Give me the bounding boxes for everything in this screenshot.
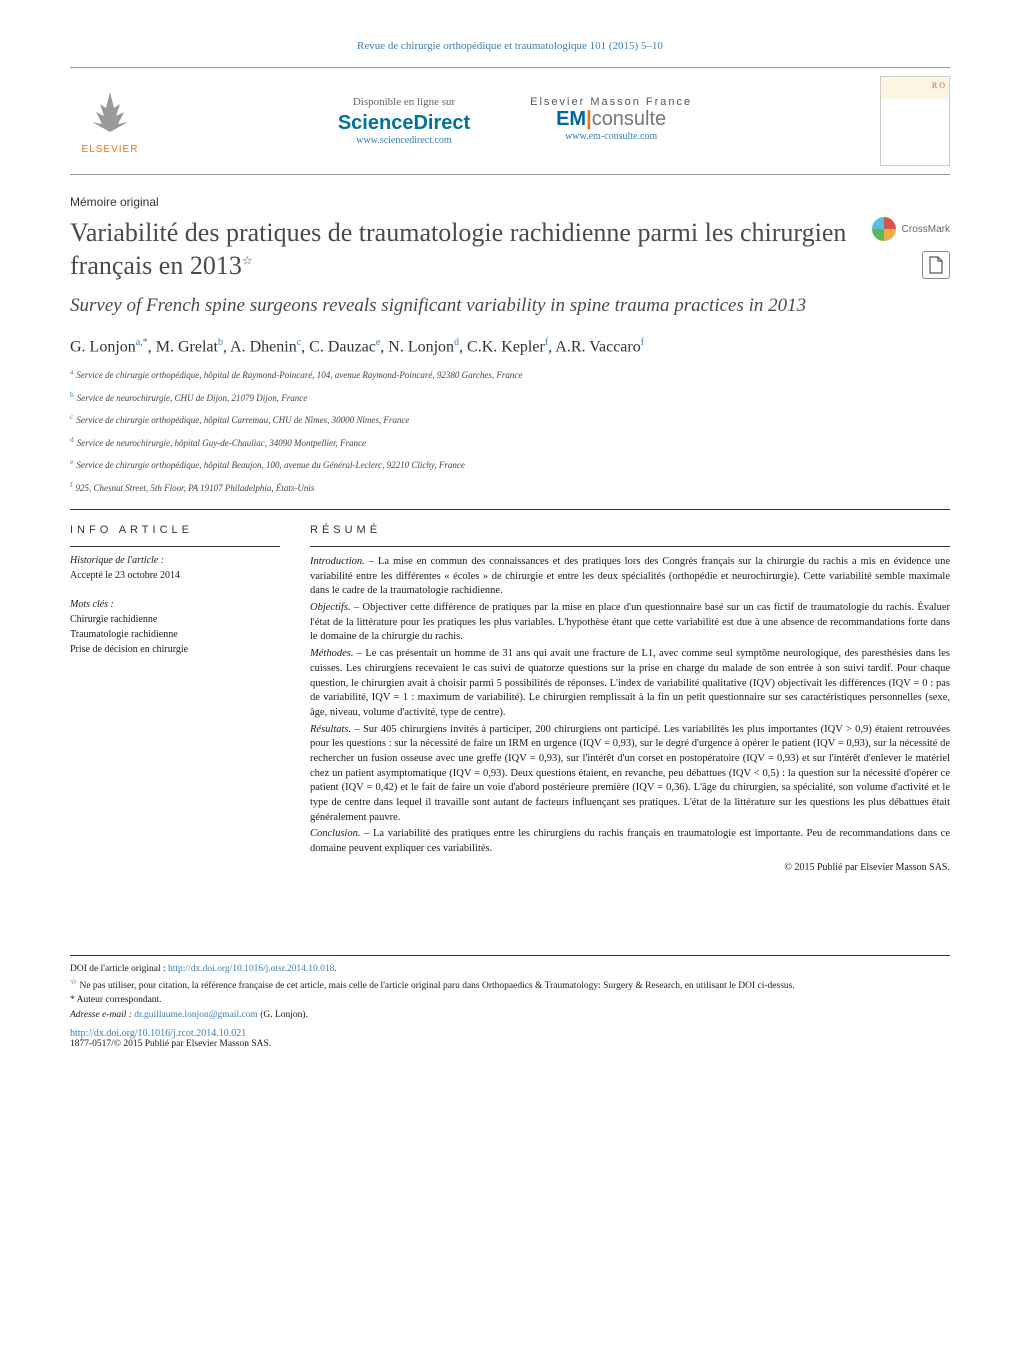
results-label: Résultats. –	[310, 724, 360, 735]
sciencedirect-brand: ScienceDirect	[338, 112, 470, 135]
sciencedirect-url[interactable]: www.sciencedirect.com	[338, 135, 470, 146]
intro-label: Introduction. –	[310, 556, 374, 567]
objectives-text: Objectiver cette différence de pratiques…	[310, 602, 950, 642]
email-line: Adresse e-mail : dr.guillaume.lonjon@gma…	[70, 1008, 950, 1022]
emconsulte-url[interactable]: www.em-consulte.com	[530, 131, 692, 142]
affiliation-item: bService de neurochirurgie, CHU de Dijon…	[70, 389, 950, 406]
affiliation-item: dService de neurochirurgie, hôpital Guy-…	[70, 434, 950, 451]
crossmark-icon	[872, 217, 896, 241]
article-title-english: Survey of French spine surgeons reveals …	[70, 294, 852, 319]
history-label: Historique de l'article :	[70, 553, 280, 568]
copyright-line: © 2015 Publié par Elsevier Masson SAS.	[310, 861, 950, 875]
article-doi-link[interactable]: http://dx.doi.org/10.1016/j.rcot.2014.10…	[70, 1028, 950, 1039]
sciencedirect-block[interactable]: Disponible en ligne sur ScienceDirect ww…	[338, 96, 470, 146]
resume-heading: RÉSUMÉ	[310, 524, 950, 536]
affiliation-item: cService de chirurgie orthopédique, hôpi…	[70, 411, 950, 428]
elsevier-text: ELSEVIER	[70, 144, 150, 155]
document-icon[interactable]	[922, 251, 950, 279]
intro-text: La mise en commun des connaissances et d…	[310, 556, 950, 596]
article-title-french: Variabilité des pratiques de traumatolog…	[70, 217, 852, 282]
original-doi-link[interactable]: http://dx.doi.org/10.1016/j.otsr.2014.10…	[168, 964, 334, 974]
issn-copyright: 1877-0517/© 2015 Publié par Elsevier Mas…	[70, 1039, 950, 1049]
abstract-body: Introduction. – La mise en commun des co…	[310, 546, 950, 875]
keywords-label: Mots clés :	[70, 597, 280, 612]
info-article-heading: INFO ARTICLE	[70, 524, 280, 536]
citation-note: ☆ Ne pas utiliser, pour citation, la réf…	[70, 976, 950, 993]
sd-available-label: Disponible en ligne sur	[338, 96, 470, 108]
elsevier-tree-icon	[70, 88, 150, 144]
emconsulte-brand: EM|consulte	[530, 108, 692, 131]
article-type: Mémoire original	[70, 195, 950, 209]
keyword-item: Traumatologie rachidienne	[70, 627, 280, 642]
publisher-header: ELSEVIER Disponible en ligne sur Science…	[70, 67, 950, 175]
crossmark-label: CrossMark	[902, 224, 950, 235]
keywords-block: Mots clés : Chirurgie rachidienneTraumat…	[70, 597, 280, 657]
crossmark-badge[interactable]: CrossMark	[872, 217, 950, 241]
original-doi-line: DOI de l'article original : http://dx.do…	[70, 962, 950, 976]
article-history: Historique de l'article : Accepté le 23 …	[70, 546, 280, 583]
conclusion-text: La variabilité des pratiques entre les c…	[310, 828, 950, 854]
methods-label: Méthodes. –	[310, 648, 362, 659]
authors-line: G. Lonjona,*, M. Grelatb, A. Dheninc, C.…	[70, 337, 950, 356]
journal-reference: Revue de chirurgie orthopédique et traum…	[70, 40, 950, 52]
keyword-item: Prise de décision en chirurgie	[70, 642, 280, 657]
footer-notes: DOI de l'article original : http://dx.do…	[70, 955, 950, 1022]
keyword-item: Chirurgie rachidienne	[70, 612, 280, 627]
affiliation-item: f925, Chesnut Street, 5th Floor, PA 1910…	[70, 479, 950, 496]
conclusion-label: Conclusion. –	[310, 828, 369, 839]
elsevier-logo: ELSEVIER	[70, 88, 150, 155]
journal-cover-thumbnail	[880, 76, 950, 166]
corresponding-author: * Auteur correspondant.	[70, 993, 950, 1007]
objectives-label: Objectifs. –	[310, 602, 359, 613]
emconsulte-block[interactable]: Elsevier Masson France EM|consulte www.e…	[530, 96, 692, 146]
affiliation-item: eService de chirurgie orthopédique, hôpi…	[70, 456, 950, 473]
history-accepted: Accepté le 23 octobre 2014	[70, 568, 280, 583]
affiliations-list: aService de chirurgie orthopédique, hôpi…	[70, 366, 950, 495]
affiliation-item: aService de chirurgie orthopédique, hôpi…	[70, 366, 950, 383]
results-text: Sur 405 chirurgiens invités à participer…	[310, 724, 950, 823]
methods-text: Le cas présentait un homme de 31 ans qui…	[310, 648, 950, 718]
em-masson-label: Elsevier Masson France	[530, 96, 692, 108]
author-email-link[interactable]: dr.guillaume.lonjon@gmail.com	[134, 1010, 258, 1020]
